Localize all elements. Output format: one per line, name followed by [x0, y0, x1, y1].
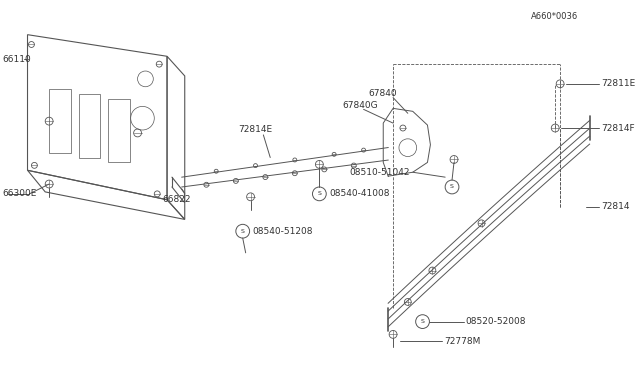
Text: 72814: 72814	[602, 202, 630, 211]
Text: 72778M: 72778M	[444, 337, 481, 346]
Bar	[108, 99, 130, 163]
Text: S: S	[450, 185, 454, 189]
Bar	[79, 94, 100, 157]
Text: S: S	[241, 229, 244, 234]
Text: 67840G: 67840G	[342, 101, 378, 110]
Text: 67840: 67840	[369, 89, 397, 98]
Text: 08520-52008: 08520-52008	[466, 317, 526, 326]
Text: 72814F: 72814F	[602, 124, 635, 132]
Text: S: S	[317, 191, 321, 196]
Text: S: S	[420, 319, 424, 324]
Text: 08540-51208: 08540-51208	[253, 227, 313, 236]
Text: 08510-51042: 08510-51042	[350, 168, 410, 177]
Text: 66300E: 66300E	[2, 189, 36, 198]
Text: 66822: 66822	[162, 195, 191, 204]
Text: A660*0036: A660*0036	[531, 13, 578, 22]
Bar	[49, 89, 71, 153]
Text: 66110: 66110	[2, 55, 31, 64]
Text: 08540-41008: 08540-41008	[329, 189, 390, 198]
Text: 72811E: 72811E	[602, 79, 636, 88]
Text: 72814E: 72814E	[238, 125, 272, 135]
